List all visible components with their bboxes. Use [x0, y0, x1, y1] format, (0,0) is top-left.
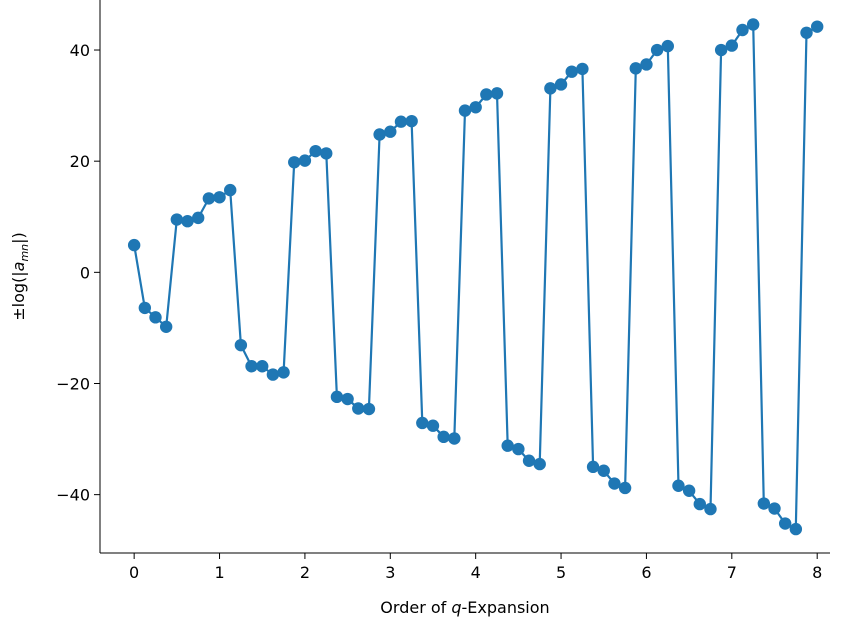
data-point: [277, 366, 290, 379]
data-point: [202, 192, 216, 205]
data-point: [757, 497, 771, 510]
data-point: [544, 82, 557, 95]
y-axis-label: ±log(|amn|): [9, 232, 31, 321]
data-point: [789, 522, 803, 536]
data-point: [533, 457, 546, 471]
data-point: [490, 87, 504, 100]
series-line: [133, 23, 818, 531]
data-point: [341, 392, 354, 406]
data-point: [714, 43, 728, 57]
y-tick-label: 20: [70, 152, 90, 171]
data-point: [469, 101, 482, 114]
x-tick-label: 6: [641, 563, 651, 582]
data-point: [224, 183, 237, 197]
data-point: [778, 517, 792, 530]
data-point: [597, 464, 610, 477]
axes: 0 1 2 3 4 5 6 7 8 −40 −20 0 20 40: [56, 0, 830, 582]
data-point: [373, 128, 386, 141]
data-point: [501, 439, 514, 452]
data-point: [746, 18, 760, 31]
data-point: [245, 360, 258, 373]
data-point: [448, 432, 461, 445]
data-point: [576, 62, 589, 76]
data-point: [191, 211, 205, 225]
data-point: [352, 402, 365, 415]
data-point: [554, 78, 568, 91]
data-point: [800, 26, 813, 39]
data-point: [256, 360, 269, 373]
x-tick-label: 8: [812, 563, 822, 582]
data-point: [768, 502, 781, 515]
data-point: [480, 88, 493, 101]
data-point: [159, 320, 173, 333]
data-point: [458, 104, 472, 117]
x-axis-label: Order of q-Expansion: [380, 598, 549, 617]
data-point: [704, 502, 717, 516]
data-point: [416, 416, 429, 430]
data-point: [309, 144, 322, 158]
data-point: [320, 147, 333, 160]
data-point: [618, 481, 632, 495]
data-point: [512, 442, 525, 456]
data-point: [394, 115, 408, 128]
y-tick-label: −40: [56, 486, 90, 505]
data-point: [288, 156, 301, 169]
data-point: [522, 454, 536, 467]
data-point: [405, 114, 418, 128]
data-point: [170, 213, 184, 226]
plot-area: [127, 18, 824, 536]
data-point: [362, 402, 376, 416]
x-tick-label: 0: [129, 563, 139, 582]
data-point: [127, 238, 141, 252]
data-point: [213, 191, 226, 204]
x-tick-label: 3: [385, 563, 395, 582]
data-point: [661, 39, 674, 53]
data-point: [682, 484, 696, 497]
x-tick-label: 4: [471, 563, 481, 582]
data-point: [266, 368, 280, 381]
data-point: [810, 20, 824, 33]
y-tick-label: 0: [80, 263, 90, 282]
data-point: [640, 58, 653, 71]
data-point: [437, 430, 450, 444]
data-point: [181, 215, 194, 228]
data-point: [725, 39, 739, 52]
data-point: [629, 62, 642, 75]
x-tick-label: 2: [300, 563, 310, 582]
data-point: [736, 23, 749, 37]
data-point: [565, 65, 578, 78]
x-tick-label: 7: [727, 563, 737, 582]
y-tick-label: −20: [56, 374, 90, 393]
data-point: [650, 43, 664, 57]
data-point: [234, 338, 248, 352]
data-point: [330, 390, 344, 404]
data-point: [672, 479, 685, 492]
data-point: [586, 460, 600, 474]
data-point: [426, 419, 440, 432]
data-point: [693, 497, 706, 511]
x-tick-label: 1: [214, 563, 224, 582]
y-tick-label: 40: [70, 41, 90, 60]
data-point: [608, 477, 621, 490]
data-point: [138, 301, 152, 315]
x-tick-label: 5: [556, 563, 566, 582]
data-point: [298, 154, 312, 167]
data-point: [149, 311, 162, 324]
data-point: [384, 125, 397, 138]
